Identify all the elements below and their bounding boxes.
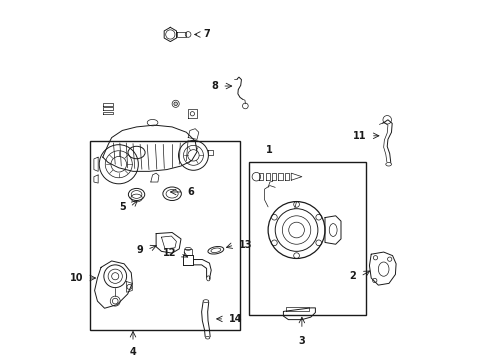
Text: 10: 10: [70, 273, 83, 283]
Text: 6: 6: [188, 187, 195, 197]
Text: 11: 11: [353, 131, 367, 141]
Text: 2: 2: [349, 271, 356, 281]
Circle shape: [174, 102, 177, 105]
Text: 1: 1: [267, 145, 273, 156]
Text: 8: 8: [211, 81, 218, 91]
Text: 13: 13: [239, 240, 252, 250]
Text: 14: 14: [229, 314, 242, 324]
Text: 12: 12: [163, 248, 176, 258]
Text: 5: 5: [119, 202, 126, 212]
Bar: [90, 141, 240, 329]
Bar: [248, 162, 366, 315]
Text: 4: 4: [130, 347, 136, 357]
Text: 7: 7: [204, 30, 211, 40]
Text: 3: 3: [298, 336, 305, 346]
Text: 9: 9: [136, 244, 143, 255]
